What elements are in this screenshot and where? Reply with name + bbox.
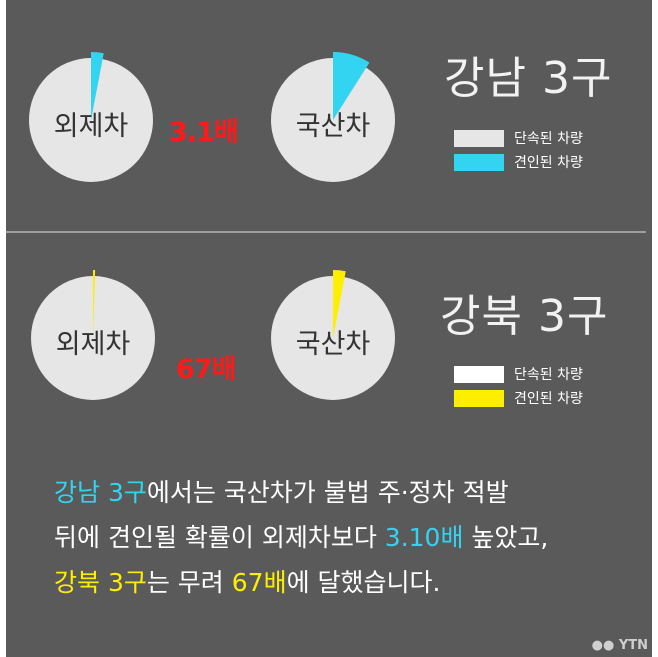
legend-label-caught: 단속된 차량 bbox=[514, 367, 583, 383]
summary-text-4: 는 무려 bbox=[146, 568, 232, 597]
legend-row-towed: 견인된 차량 bbox=[454, 386, 583, 410]
gangnam-foreign-pie-svg bbox=[29, 52, 153, 182]
legend-label-towed: 견인된 차량 bbox=[514, 391, 583, 407]
gangbuk-foreign-pie: 외제차 bbox=[28, 268, 158, 400]
legend-row-caught: 단속된 차량 bbox=[454, 126, 583, 150]
pie-towed-slice bbox=[91, 52, 104, 120]
summary-text-3: 높았고, bbox=[463, 523, 549, 552]
gangnam-title: 강남 3구 bbox=[444, 53, 613, 104]
logo-text: YTN bbox=[618, 638, 648, 653]
legend-row-caught: 단속된 차량 bbox=[454, 362, 583, 386]
summary-gangbuk: 강북 3구 bbox=[54, 568, 147, 597]
legend-swatch-caught bbox=[454, 129, 504, 147]
pie-towed-slice bbox=[333, 52, 370, 120]
gangbuk-title: 강북 3구 bbox=[440, 291, 609, 342]
gangbuk-domestic-label: 국산차 bbox=[295, 329, 371, 360]
summary-gangnam: 강남 3구 bbox=[54, 478, 147, 507]
gangnam-ratio: 3.1배 bbox=[169, 117, 239, 148]
summary-line-3: 강북 3구는 무려 67배에 달했습니다. bbox=[54, 560, 644, 605]
gangnam-domestic-pie-svg bbox=[271, 52, 395, 182]
gangbuk-domestic-pie-svg bbox=[271, 270, 395, 400]
legend-label-towed: 견인된 차량 bbox=[514, 155, 583, 171]
summary-line-1: 강남 3구에서는 국산차가 불법 주·정차 적발 bbox=[54, 470, 644, 515]
legend-swatch-towed bbox=[454, 153, 504, 171]
legend-swatch-caught bbox=[454, 365, 504, 383]
gangbuk-ratio: 67배 bbox=[176, 354, 236, 385]
summary-text-5: 에 달했습니다. bbox=[286, 568, 441, 597]
summary-line-2: 뒤에 견인될 확률이 외제차보다 3.10배 높았고, bbox=[54, 515, 644, 560]
legend-label-caught: 단속된 차량 bbox=[514, 131, 583, 147]
legend-row-towed: 견인된 차량 bbox=[454, 150, 583, 174]
infographic: 외제차 3.1배 국산차 강남 3구 단속된 차량 견인된 차량 외제차 67배… bbox=[6, 0, 652, 657]
section-divider bbox=[6, 231, 646, 233]
gangbuk-foreign-pie-svg bbox=[31, 270, 155, 400]
summary-text-2: 뒤에 견인될 확률이 외제차보다 bbox=[54, 523, 385, 552]
gangbuk-legend: 단속된 차량 견인된 차량 bbox=[454, 362, 583, 410]
gangnam-foreign-label: 외제차 bbox=[53, 111, 129, 142]
legend-swatch-towed bbox=[454, 389, 504, 407]
pie-towed-slice bbox=[93, 270, 96, 338]
gangbuk-domestic-pie: 국산차 bbox=[268, 268, 398, 400]
summary-text-1: 에서는 국산차가 불법 주·정차 적발 bbox=[146, 478, 509, 507]
logo-mark-icon: ●● bbox=[591, 638, 619, 653]
gangnam-domestic-label: 국산차 bbox=[295, 111, 371, 142]
summary-ratio-gangbuk: 67배 bbox=[231, 568, 287, 597]
pie-towed-slice bbox=[333, 270, 346, 338]
ytn-logo: ●● YTN bbox=[592, 638, 648, 653]
gangbuk-foreign-label: 외제차 bbox=[55, 329, 131, 360]
gangnam-foreign-pie: 외제차 bbox=[26, 50, 156, 182]
gangnam-domestic-pie: 국산차 bbox=[268, 50, 398, 182]
summary-ratio-gangnam: 3.10배 bbox=[384, 523, 464, 552]
summary-text: 강남 3구에서는 국산차가 불법 주·정차 적발 뒤에 견인될 확률이 외제차보… bbox=[54, 470, 644, 605]
gangnam-legend: 단속된 차량 견인된 차량 bbox=[454, 126, 583, 174]
